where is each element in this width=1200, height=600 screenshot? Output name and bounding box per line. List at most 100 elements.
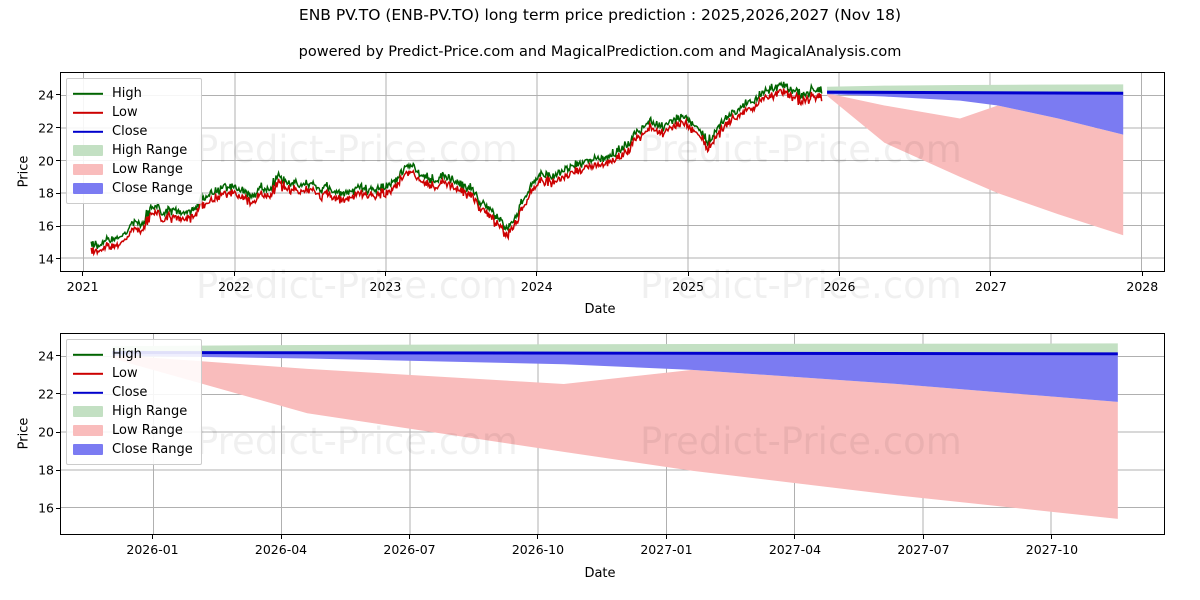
bottom-legend-item: Close Range [73,440,193,459]
top-x-tickmark [384,272,386,276]
legend-label: Low [112,105,138,120]
top-y-tick-label: 16 [38,218,54,234]
bottom-plot-area [60,333,1165,535]
top-x-tick-label: 2028 [1126,279,1159,294]
top-y-tick-label: 22 [38,120,54,136]
top-x-tick-label: 2024 [520,279,553,294]
top-x-tick-label: 2026 [823,279,856,294]
top-chart-canvas [61,73,1164,271]
legend-swatch-low-icon [73,367,103,380]
top-chart-legend: High Low Close High Range Low Range Close Ran… [66,78,202,204]
bottom-y-tickmark [56,355,60,357]
page-subtitle: powered by Predict-Price.com and Magical… [298,44,902,60]
top-y-axis-label: Price [16,155,32,188]
bottom-y-tick-label: 24 [38,348,54,364]
top-plot-area [60,72,1165,272]
top-x-tick-label: 2027 [975,279,1007,294]
bottom-x-tick-label: 2026-10 [511,542,565,557]
legend-label: Close [112,385,148,400]
bottom-x-tickmark [152,535,153,539]
bottom-y-tick-label: 18 [38,462,54,478]
top-y-tickmark [56,127,60,129]
top-legend-item: Low [73,103,193,122]
bottom-legend-item: Close [73,383,193,402]
legend-swatch-high-icon [73,87,103,100]
legend-swatch-close-range-icon [73,183,103,194]
legend-label: Low Range [112,162,183,177]
legend-swatch-high-range-icon [73,145,103,156]
bottom-y-tickmark [56,507,60,509]
top-x-axis-label: Date [584,302,616,317]
bottom-x-tick-label: 2026-04 [254,542,308,557]
legend-swatch-close-range-icon [73,444,103,455]
top-x-tickmark [687,272,689,276]
bottom-y-tickmark [56,431,60,433]
bottom-legend-item: High Range [73,402,193,421]
bottom-x-tickmark [408,535,410,539]
legend-swatch-low-range-icon [73,164,103,175]
top-y-tick-label: 24 [38,87,54,103]
top-x-tickmark [839,272,841,276]
bottom-x-tick-label: 2027-10 [1025,542,1079,557]
top-y-tick-label: 14 [38,251,54,267]
top-x-tick-label: 2021 [66,279,99,294]
bottom-x-tickmark [922,535,924,539]
bottom-x-tickmark [1051,535,1053,539]
legend-label: High [112,86,142,101]
top-x-tickmark [233,272,235,276]
legend-swatch-low-icon [73,106,103,119]
top-x-tick-label: 2022 [218,279,250,294]
bottom-legend-item: High [73,345,193,364]
top-x-tickmark [82,272,84,276]
bottom-x-tick-label: 2027-01 [640,542,693,557]
top-x-tick-label: 2023 [369,279,402,294]
bottom-legend-item: Low Range [73,421,193,440]
top-y-tick-label: 20 [38,153,54,169]
top-x-tickmark [990,272,992,276]
bottom-x-axis-label: Date [584,566,616,581]
bottom-x-tick-label: 2027-04 [768,542,822,557]
top-y-tick-label: 18 [38,185,54,201]
bottom-y-tick-label: 16 [38,500,54,516]
top-chart-panel [60,72,1165,272]
page-title: ENB PV.TO (ENB-PV.TO) long term price pr… [298,6,902,24]
legend-swatch-low-range-icon [73,425,103,436]
bottom-x-tickmark [794,535,796,539]
legend-swatch-high-icon [73,348,103,361]
bottom-x-tick-label: 2026-07 [383,542,436,557]
bottom-chart-panel [60,333,1165,535]
top-legend-item: Close [73,122,193,141]
top-legend-item: Close Range [73,179,193,198]
top-legend-item: Low Range [73,160,193,179]
bottom-x-tickmark [665,535,667,539]
legend-label: High [112,347,142,362]
legend-label: Close Range [112,181,193,196]
top-legend-item: High Range [73,141,193,160]
bottom-legend-item: Low [73,364,193,383]
top-y-tickmark [56,192,60,194]
legend-swatch-close-icon [73,125,103,138]
bottom-y-axis-label: Price [16,417,32,450]
legend-label: Low Range [112,423,183,438]
top-y-tickmark [56,160,60,162]
top-x-tickmark [1141,272,1143,276]
legend-swatch-close-icon [73,386,103,399]
bottom-x-tickmark [280,535,282,539]
legend-swatch-high-range-icon [73,406,103,417]
top-legend-item: High [73,84,193,103]
top-x-tick-label: 2025 [672,279,705,294]
legend-label: High Range [112,143,188,158]
bottom-y-tick-label: 22 [38,386,54,402]
bottom-y-tickmark [56,469,60,471]
bottom-x-tickmark [537,535,539,539]
bottom-x-tick-label: 2027-07 [897,542,950,557]
bottom-y-tick-label: 20 [38,424,54,440]
bottom-chart-legend: High Low Close High Range Low Range Close Ran… [66,339,202,465]
top-y-tickmark [56,94,60,96]
top-x-tickmark [536,272,538,276]
bottom-x-tick-label: 2026-01 [126,542,179,557]
bottom-y-tickmark [56,393,60,395]
top-y-tickmark [56,225,60,227]
legend-label: Close [112,124,148,139]
